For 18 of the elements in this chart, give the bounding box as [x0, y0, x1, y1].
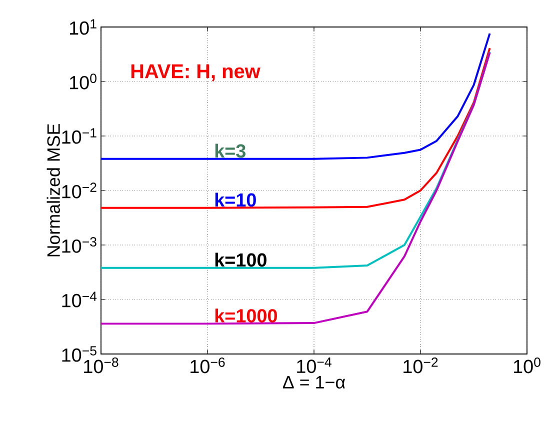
annotation: k=10: [215, 192, 256, 207]
y-tick-label: 10$^{−3}$: [62, 237, 96, 253]
y-tick-label: 10$^{−2}$: [62, 182, 96, 198]
y-tick-label: 10$^{1}$: [70, 19, 96, 35]
y-tick-label: 10$^{0}$: [70, 74, 96, 90]
x-tick-label: 10$^{−6}$: [190, 358, 225, 374]
x-tick-label: 10$^{−2}$: [404, 358, 438, 374]
x-tick-label: 10$^{0}$: [514, 358, 540, 374]
y-tick-label: 10$^{−4}$: [62, 292, 97, 308]
annotation: k=3: [215, 144, 246, 158]
annotation: HAVE: H, new: [131, 64, 260, 82]
x-tick-label: 10$^{−4}$: [297, 358, 332, 374]
annotation: k=1000: [215, 308, 277, 322]
y-tick-label: 10$^{−1}$: [62, 128, 96, 144]
annotation: k=100: [215, 252, 266, 267]
x-tick-label: 10$^{−8}$: [84, 358, 118, 374]
x-axis-title: Δ = 1−α: [282, 376, 346, 389]
y-axis-title: Normalized MSE: [46, 124, 60, 256]
